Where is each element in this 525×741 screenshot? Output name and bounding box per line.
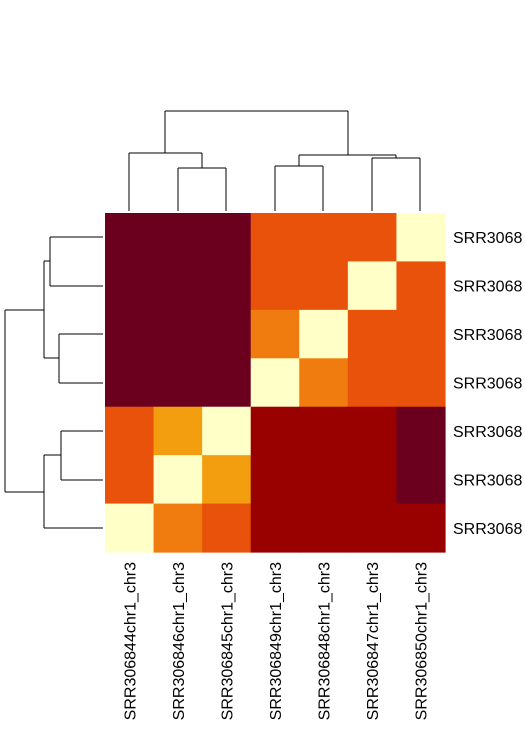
heatmap-cell [250, 503, 300, 553]
heatmap-cell [299, 503, 349, 553]
heatmap-cell [396, 309, 446, 359]
heatmap-cell [105, 503, 155, 553]
heatmap-cell [250, 455, 300, 505]
heatmap-cell [396, 358, 446, 408]
column-label: SRR306849chr1_chr3 [268, 562, 285, 720]
column-labels: SRR306844chr1_chr3 SRR306846chr1_chr3 SRR3… [122, 562, 430, 720]
row-label: SRR3068 [453, 424, 522, 441]
heatmap-cell [299, 309, 349, 359]
heatmap-cell [250, 406, 300, 456]
column-label: SRR306846chr1_chr3 [171, 562, 188, 720]
heatmap-cell [153, 503, 203, 553]
heatmap-cell [202, 309, 252, 359]
heatmap-cell [105, 261, 155, 311]
heatmap-cell [396, 503, 446, 553]
heatmap-cell [105, 406, 155, 456]
heatmap-cell [153, 309, 203, 359]
heatmap-cell [396, 406, 446, 456]
row-label: SRR3068 [453, 376, 522, 393]
row-dendrogram [4, 236, 103, 529]
heatmap-cell [347, 358, 398, 408]
heatmap-cell [299, 213, 349, 263]
heatmap-cell [347, 261, 398, 311]
heatmap-cell [299, 358, 349, 408]
row-label: SRR3068 [453, 521, 522, 538]
heatmap-cell [250, 309, 300, 359]
column-label: SRR306847chr1_chr3 [365, 562, 382, 720]
heatmap-cell [299, 406, 349, 456]
heatmap-cell [250, 358, 300, 408]
heatmap-cell [299, 261, 349, 311]
heatmap-cell [153, 261, 203, 311]
heatmap-cell [202, 358, 252, 408]
column-dendrogram [128, 110, 421, 211]
heatmap-cell [153, 406, 203, 456]
row-label: SRR3068 [453, 230, 522, 247]
row-label: SRR3068 [453, 472, 522, 489]
column-label: SRR306850chr1_chr3 [414, 562, 431, 720]
heatmap-cell [347, 213, 398, 263]
heatmap-cell [347, 406, 398, 456]
heatmap-cell [202, 213, 252, 263]
row-label: SRR3068 [453, 279, 522, 296]
heatmap-cell [105, 358, 155, 408]
heatmap-cell [202, 455, 252, 505]
heatmap-cell [347, 455, 398, 505]
heatmap-cell [396, 213, 446, 263]
heatmap-cell [202, 503, 252, 553]
heatmap-cell [202, 406, 252, 456]
column-label: SRR306845chr1_chr3 [219, 562, 236, 720]
heatmap-cell [153, 213, 203, 263]
heatmap-cell [202, 261, 252, 311]
heatmap-cell [396, 261, 446, 311]
heatmap-cell [105, 455, 155, 505]
heatmap-cell [105, 309, 155, 359]
heatmap-cell [250, 261, 300, 311]
heatmap-cell [299, 455, 349, 505]
row-labels: SRR3068 SRR3068 SRR3068 SRR3068 SRR3068 SRR30… [453, 230, 522, 538]
heatmap-cells [105, 213, 446, 553]
row-label: SRR3068 [453, 327, 522, 344]
column-label: SRR306844chr1_chr3 [122, 562, 139, 720]
heatmap-cell [347, 503, 398, 553]
heatmap-cell [347, 309, 398, 359]
heatmap-cell [250, 213, 300, 263]
heatmap-cell [396, 455, 446, 505]
heatmap-cell [153, 358, 203, 408]
column-label: SRR306848chr1_chr3 [317, 562, 334, 720]
heatmap-cell [105, 213, 155, 263]
heatmap-cell [153, 455, 203, 505]
